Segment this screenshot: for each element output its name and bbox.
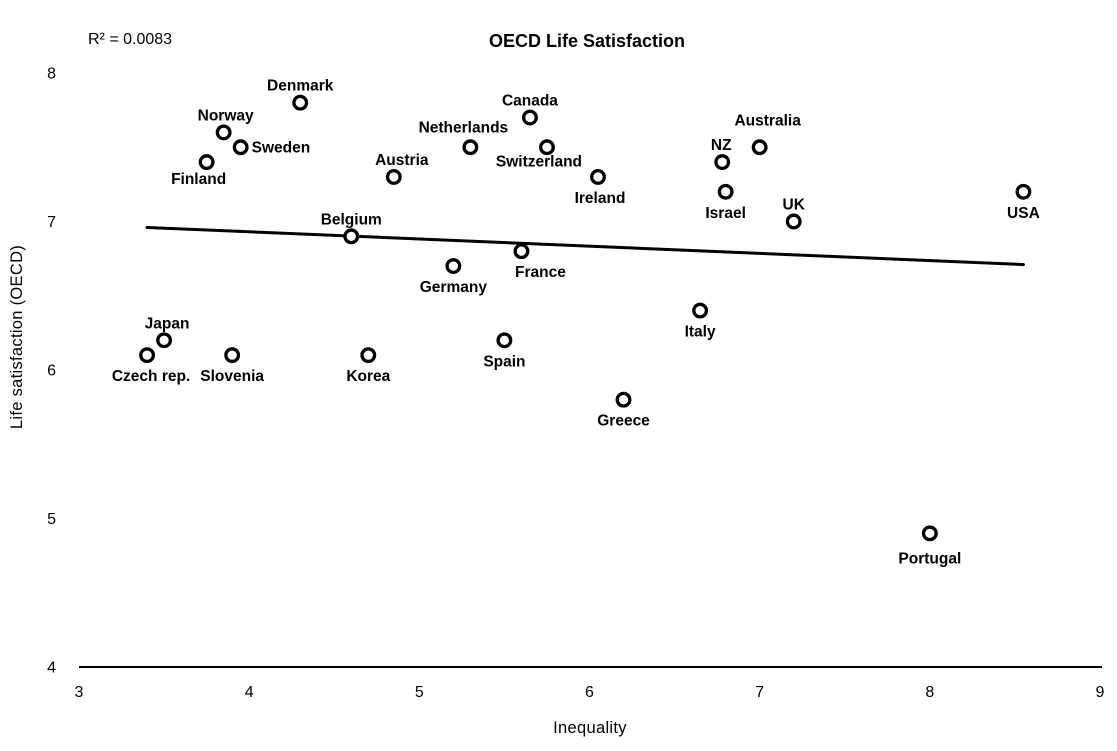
y-tick-7: 7 [47, 214, 56, 231]
data-point-japan [156, 332, 173, 349]
data-point-label-austria: Austria [375, 152, 429, 169]
data-point-france [513, 243, 530, 260]
data-point-label-spain: Spain [483, 353, 525, 370]
data-point-label-australia: Australia [734, 112, 801, 129]
x-axis-label: Inequality [553, 719, 627, 737]
data-point-label-switzerland: Switzerland [496, 153, 582, 170]
data-point-label-germany: Germany [420, 279, 488, 296]
y-tick-8: 8 [47, 66, 56, 83]
data-point-austria [385, 168, 402, 185]
data-point-belgium [343, 228, 360, 245]
trendline [145, 225, 1025, 267]
data-point-label-finland: Finland [171, 171, 226, 188]
data-point-label-czech-rep: Czech rep. [112, 368, 190, 385]
y-axis-label: Life satisfaction (OECD) [8, 245, 26, 429]
data-point-israel [717, 183, 734, 200]
scatter-points [139, 94, 1032, 542]
data-point-netherlands [462, 139, 479, 156]
x-tick-8: 8 [925, 684, 934, 701]
data-point-ireland [590, 168, 606, 185]
data-point-australia [751, 139, 768, 156]
data-point-label-usa: USA [1007, 205, 1040, 222]
data-point-germany [445, 258, 462, 275]
data-point-korea [360, 347, 377, 364]
y-tick-5: 5 [47, 511, 56, 528]
data-point-label-portugal: Portugal [898, 550, 961, 567]
y-axis-ticks: 4 5 6 7 8 [47, 66, 56, 677]
data-point-label-korea: Korea [346, 368, 390, 385]
data-point-label-uk: UK [783, 197, 806, 214]
data-point-greece [615, 391, 632, 408]
data-point-label-ireland: Ireland [575, 190, 626, 207]
data-point-italy [692, 302, 709, 319]
data-point-uk [785, 213, 802, 230]
data-point-label-canada: Canada [502, 93, 558, 110]
data-point-sweden [232, 139, 249, 156]
data-point-denmark [292, 94, 309, 111]
data-point-label-belgium: Belgium [321, 211, 382, 228]
scatter-point-labels: Czech rep. Japan Finland Norway Slovenia Swed… [112, 78, 1040, 568]
data-point-norway [215, 124, 232, 141]
data-point-label-greece: Greece [597, 413, 650, 430]
data-point-label-slovenia: Slovenia [200, 368, 264, 385]
data-point-label-israel: Israel [705, 205, 746, 222]
data-point-canada [521, 109, 538, 126]
x-tick-6: 6 [585, 684, 594, 701]
y-tick-6: 6 [47, 363, 56, 380]
data-point-label-netherlands: Netherlands [419, 119, 509, 136]
data-point-label-france: France [515, 264, 566, 281]
chart-title: OECD Life Satisfaction [489, 31, 685, 51]
x-axis-ticks: 3 4 5 6 7 8 9 [75, 684, 1105, 701]
x-tick-4: 4 [245, 684, 254, 701]
data-point-switzerland [539, 139, 555, 156]
data-point-portugal [921, 525, 938, 542]
data-point-label-sweden: Sweden [252, 139, 311, 156]
data-point-label-italy: Italy [685, 324, 716, 341]
data-point-slovenia [224, 347, 241, 364]
data-point-label-nz: NZ [711, 137, 732, 154]
data-point-finland [198, 154, 215, 171]
x-tick-5: 5 [415, 684, 424, 701]
data-point-label-japan: Japan [145, 315, 190, 332]
data-point-label-denmark: Denmark [267, 78, 334, 95]
x-tick-9: 9 [1096, 684, 1105, 701]
data-point-label-norway: Norway [198, 107, 254, 124]
x-tick-3: 3 [75, 684, 84, 701]
y-tick-4: 4 [47, 660, 56, 677]
data-point-usa [1015, 183, 1032, 200]
data-point-spain [496, 332, 513, 349]
data-point-czech-rep [139, 347, 156, 364]
data-point-nz [714, 154, 731, 171]
x-tick-7: 7 [755, 684, 764, 701]
r-squared-annotation: R² = 0.0083 [88, 31, 172, 48]
